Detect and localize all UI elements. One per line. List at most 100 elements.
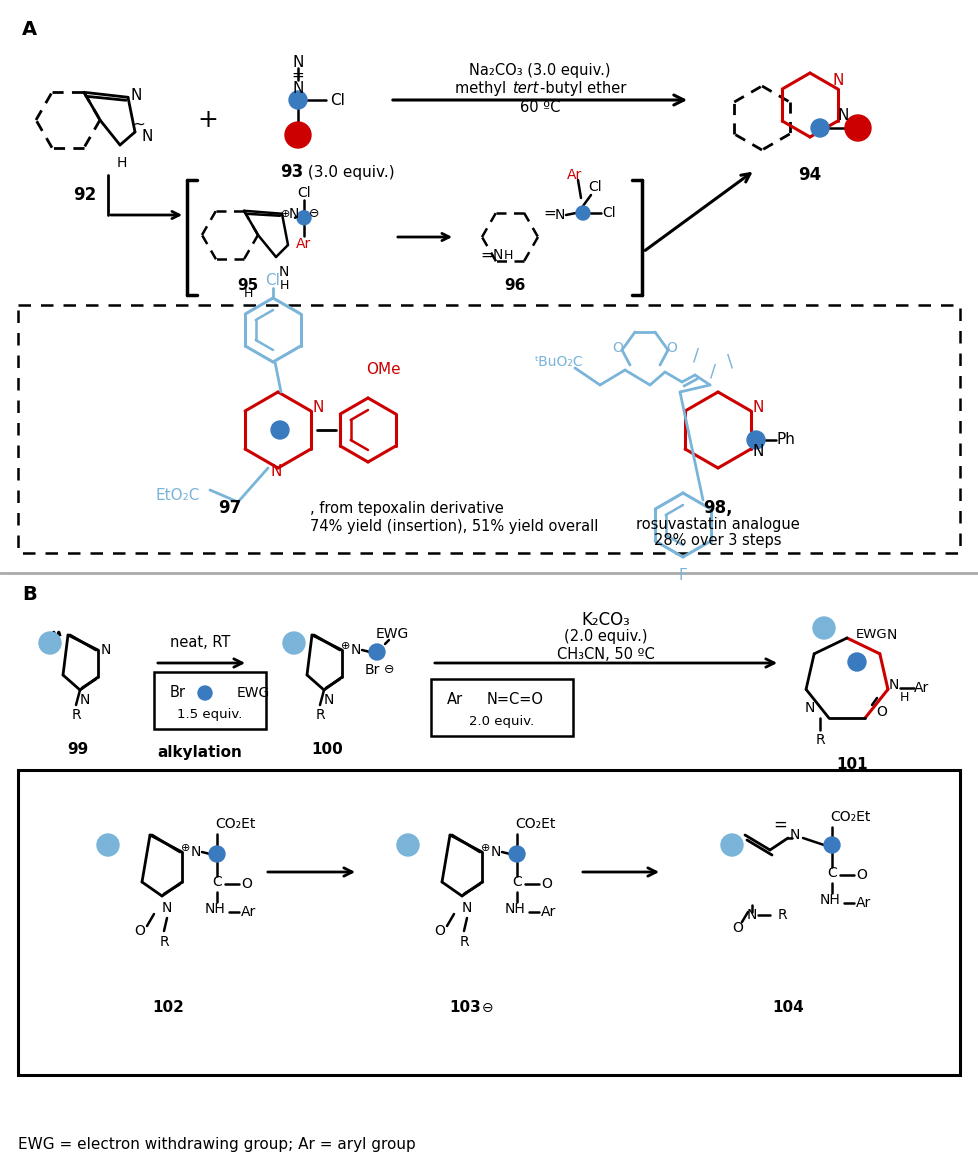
Text: N: N: [751, 400, 763, 415]
Text: ⊖: ⊖: [383, 663, 394, 676]
Text: tert: tert: [511, 81, 538, 96]
Circle shape: [823, 837, 839, 853]
Text: 97: 97: [218, 498, 242, 517]
Text: N: N: [886, 628, 896, 642]
Text: methyl: methyl: [455, 81, 511, 96]
Text: H: H: [899, 691, 908, 704]
Circle shape: [39, 632, 61, 654]
Text: O: O: [612, 340, 623, 355]
Text: H: H: [116, 156, 127, 170]
Text: 102: 102: [152, 1000, 184, 1016]
Text: 98,: 98,: [702, 498, 732, 517]
Text: O: O: [666, 340, 677, 355]
Text: R: R: [159, 935, 168, 949]
Text: N: N: [462, 901, 471, 915]
Text: N: N: [80, 693, 90, 707]
Text: R: R: [71, 708, 81, 722]
Text: Cl: Cl: [297, 186, 310, 200]
Text: EWG: EWG: [375, 627, 408, 641]
Text: Ar: Ar: [541, 906, 556, 918]
Text: O: O: [541, 878, 552, 892]
Text: H: H: [244, 287, 252, 300]
Text: Cl: Cl: [265, 273, 280, 288]
Text: N: N: [279, 264, 289, 278]
Text: CO₂Et: CO₂Et: [829, 810, 869, 824]
Circle shape: [810, 119, 828, 137]
Text: EWG = electron withdrawing group; Ar = aryl group: EWG = electron withdrawing group; Ar = a…: [18, 1137, 416, 1152]
Text: Na₂CO₃ (3.0 equiv.): Na₂CO₃ (3.0 equiv.): [468, 62, 610, 77]
Circle shape: [509, 846, 524, 862]
Text: Br: Br: [170, 686, 186, 701]
Text: 101: 101: [835, 757, 867, 772]
Text: NH: NH: [204, 902, 225, 916]
Text: N=C=O: N=C=O: [486, 693, 544, 708]
Text: ᵗBuO₂C: ᵗBuO₂C: [534, 355, 583, 369]
Circle shape: [369, 644, 384, 660]
Text: 103: 103: [449, 1000, 480, 1016]
Text: =: =: [773, 815, 786, 834]
Text: O: O: [856, 868, 867, 882]
Text: 74% yield (insertion), 51% yield overall: 74% yield (insertion), 51% yield overall: [310, 518, 598, 534]
Text: Cl: Cl: [331, 92, 345, 108]
Text: EWG: EWG: [856, 628, 887, 641]
Text: N: N: [191, 845, 201, 859]
Text: Cl: Cl: [601, 206, 615, 220]
Text: EWG: EWG: [237, 686, 270, 700]
FancyBboxPatch shape: [154, 672, 266, 729]
Text: H: H: [279, 278, 289, 291]
Circle shape: [397, 834, 419, 856]
Circle shape: [720, 834, 742, 856]
Text: C: C: [212, 875, 222, 889]
Text: R: R: [777, 908, 786, 922]
Text: Ar: Ar: [856, 896, 870, 910]
Text: EtO₂C: EtO₂C: [156, 488, 200, 502]
Text: N: N: [555, 208, 564, 222]
Text: NH: NH: [819, 893, 839, 907]
Text: ⊖: ⊖: [308, 207, 319, 220]
Text: C: C: [511, 875, 521, 889]
Text: N: N: [831, 73, 843, 88]
Circle shape: [812, 617, 834, 639]
Text: /: /: [692, 346, 698, 364]
Text: H: H: [503, 248, 512, 262]
Text: NH: NH: [504, 902, 525, 916]
Circle shape: [847, 653, 866, 672]
Text: -butyl ether: -butyl ether: [540, 81, 626, 96]
Circle shape: [844, 115, 870, 142]
Text: ⊕: ⊕: [281, 208, 290, 219]
Circle shape: [208, 846, 225, 862]
FancyBboxPatch shape: [430, 679, 572, 736]
Text: 93: 93: [280, 163, 303, 181]
Text: Ph: Ph: [776, 433, 794, 447]
Text: ⊖: ⊖: [482, 1002, 493, 1016]
Text: CH₃CN, 50 ºC: CH₃CN, 50 ºC: [556, 647, 654, 662]
Text: N: N: [804, 701, 815, 715]
Text: Ar: Ar: [242, 906, 256, 918]
Text: N: N: [101, 644, 111, 658]
Text: N: N: [270, 464, 282, 480]
Text: N: N: [312, 400, 324, 415]
Text: R: R: [459, 935, 468, 949]
Text: N: N: [888, 677, 898, 691]
Circle shape: [198, 686, 212, 700]
Text: 96: 96: [504, 277, 525, 292]
Text: Cl: Cl: [588, 180, 601, 194]
Text: CO₂Et: CO₂Et: [214, 817, 255, 831]
Text: O: O: [242, 878, 252, 892]
Text: Ar: Ar: [447, 693, 463, 708]
Text: F: F: [678, 567, 687, 583]
Text: N: N: [350, 644, 361, 658]
Text: 99: 99: [67, 743, 89, 757]
Text: Ar: Ar: [913, 681, 929, 695]
Text: N: N: [130, 88, 142, 103]
Text: =: =: [543, 206, 556, 220]
Text: N: N: [789, 828, 799, 842]
Text: rosuvastatin analogue: rosuvastatin analogue: [636, 516, 799, 531]
Circle shape: [271, 421, 289, 439]
Text: B: B: [22, 585, 37, 604]
Text: O: O: [875, 706, 886, 720]
Circle shape: [285, 122, 311, 147]
Text: N: N: [324, 693, 333, 707]
Text: N: N: [292, 81, 303, 96]
Text: N: N: [492, 248, 503, 262]
